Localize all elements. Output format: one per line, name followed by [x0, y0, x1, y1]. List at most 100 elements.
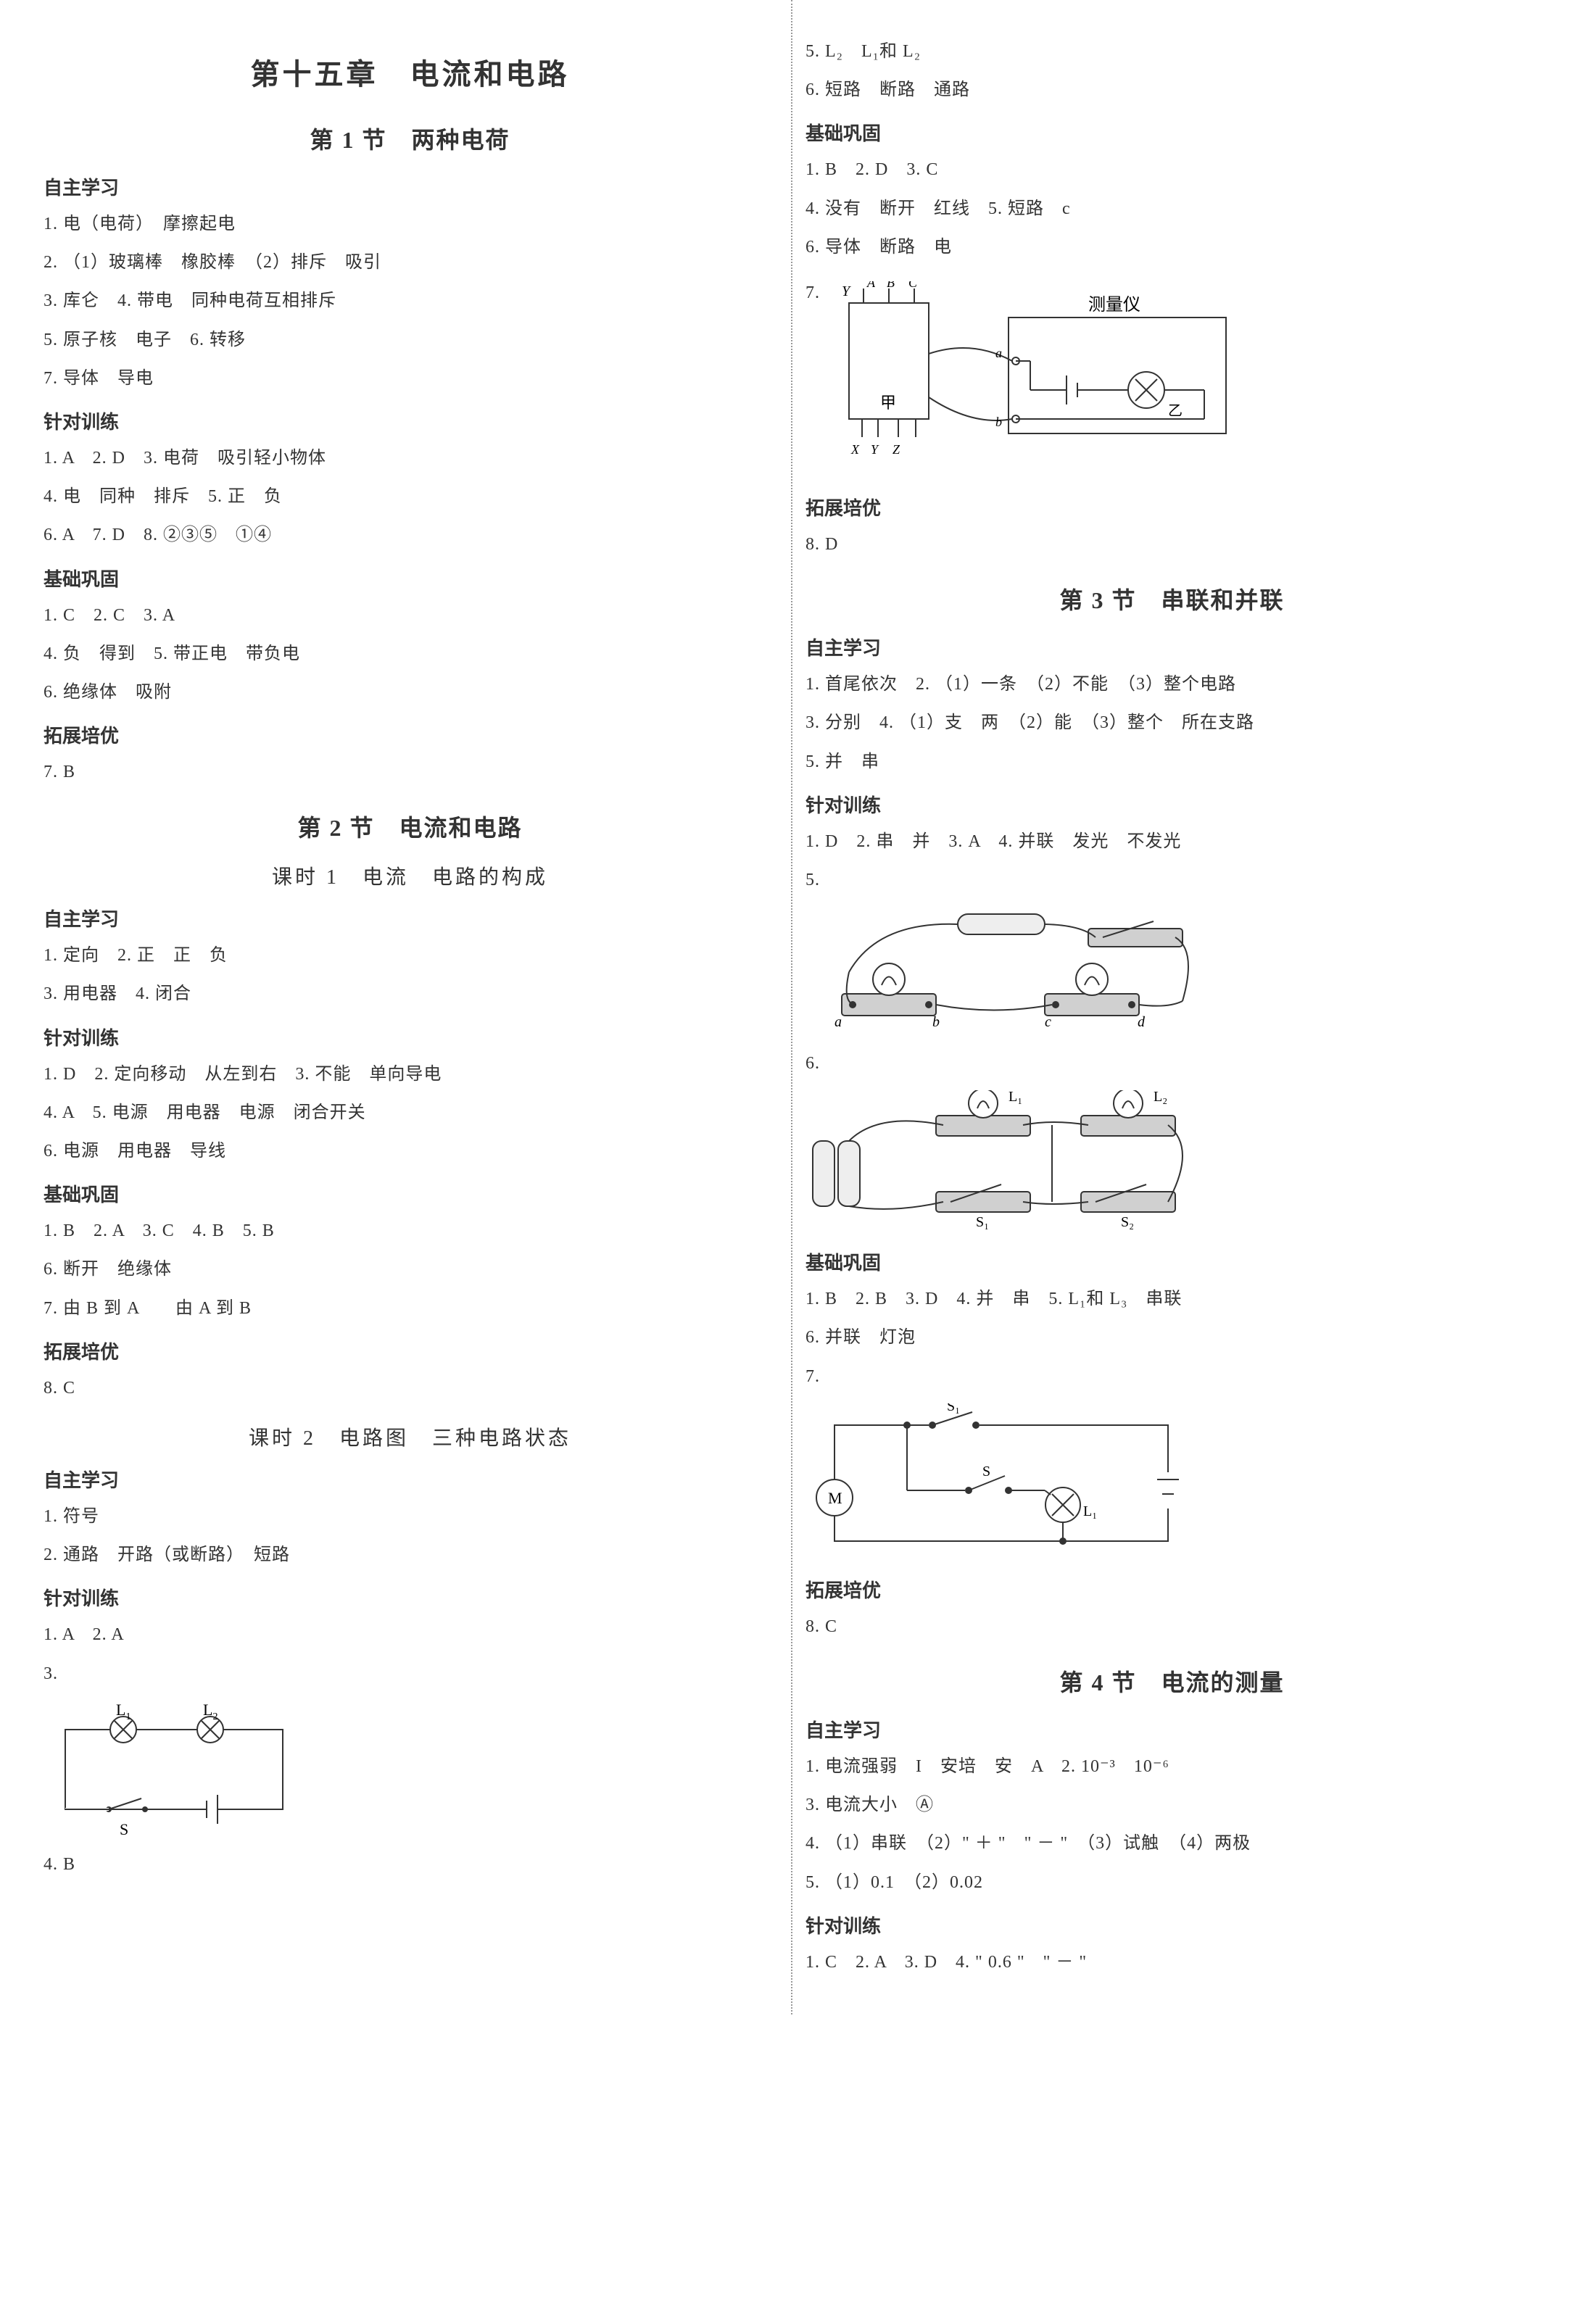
text-line: 2. 通路 开路（或断路） 短路	[44, 1540, 776, 1571]
column-divider	[791, 0, 792, 2014]
svg-text:B: B	[887, 281, 895, 290]
section-2-title: 第 2 节 电流和电路	[44, 810, 776, 843]
svg-text:C: C	[908, 281, 918, 290]
svg-text:a: a	[835, 1014, 842, 1030]
zizhu-heading: 自主学习	[44, 905, 776, 931]
svg-text:c: c	[1045, 1014, 1051, 1030]
text-line: 1. 定向 2. 正 正 负	[44, 940, 776, 971]
text-line: 7. B	[44, 757, 776, 788]
text-line: 3.	[44, 1659, 776, 1690]
text-line: 1. B 2. B 3. D 4. 并 串 5. L₁和 L₃ 串联	[806, 1284, 1538, 1315]
text-line: 3. 电流大小 Ⓐ	[806, 1790, 1538, 1821]
svg-text:测量仪: 测量仪	[1088, 295, 1140, 315]
right-column: 5. L₂ L₁和 L₂ 6. 短路 断路 通路 基础巩固 1. B 2. D …	[806, 29, 1538, 1985]
text-line: 4. B	[44, 1849, 776, 1880]
svg-text:b: b	[932, 1014, 940, 1030]
svg-text:S₂: S₂	[1121, 1214, 1134, 1230]
svg-text:L₁: L₁	[1083, 1503, 1097, 1519]
circuit-diagram-q7b: S₁ S M L₁	[806, 1403, 1197, 1563]
circuit-illustration-q6: L₁ L₂ S₁ S₂	[806, 1090, 1212, 1235]
section-1-title: 第 1 节 两种电荷	[44, 122, 776, 155]
zhendui-heading: 针对训练	[44, 1584, 776, 1611]
page-container: 第十五章 电流和电路 第 1 节 两种电荷 自主学习 1. 电（电荷） 摩擦起电…	[44, 29, 1538, 1985]
tuozhan-heading: 拓展培优	[806, 1576, 1538, 1603]
svg-text:a: a	[995, 346, 1002, 360]
circuit-illustration-q5: a b c d	[806, 907, 1212, 1037]
svg-text:S: S	[120, 1820, 128, 1838]
zhendui-heading: 针对训练	[44, 407, 776, 434]
tuozhan-heading: 拓展培优	[44, 1337, 776, 1364]
svg-text:Z: Z	[893, 442, 900, 457]
svg-text:A: A	[866, 281, 876, 290]
text-line: 5. L₂ L₁和 L₂	[806, 36, 1538, 67]
svg-text:b: b	[995, 415, 1002, 429]
jichu-heading: 基础巩固	[806, 119, 1538, 146]
lesson-1-title: 课时 1 电流 电路的构成	[44, 861, 776, 890]
text-line: 1. D 2. 定向移动 从左到右 3. 不能 单向导电	[44, 1059, 776, 1090]
svg-text:S₁: S₁	[947, 1403, 960, 1414]
text-line: 3. 用电器 4. 闭合	[44, 979, 776, 1010]
text-line: 1. A 2. A	[44, 1619, 776, 1651]
svg-text:S₁: S₁	[976, 1214, 989, 1230]
svg-text:甲: 甲	[880, 394, 896, 412]
text-line: 3. 分别 4. （1）支 两 （2）能 （3）整个 所在支路	[806, 707, 1538, 739]
text-line: 1. 电（电荷） 摩擦起电	[44, 209, 776, 240]
tuozhan-heading: 拓展培优	[806, 494, 1538, 520]
section-3-title: 第 3 节 串联和并联	[806, 582, 1538, 615]
text-line: 6. A 7. D 8. ②③⑤ ①④	[44, 520, 776, 551]
text-line: 4. 没有 断开 红线 5. 短路 c	[806, 194, 1538, 225]
svg-text:L₁: L₁	[1009, 1090, 1022, 1105]
text-line: 6. 断开 绝缘体	[44, 1254, 776, 1285]
svg-text:X: X	[850, 442, 860, 457]
tuozhan-heading: 拓展培优	[44, 721, 776, 748]
text-line: 3. 库仑 4. 带电 同种电荷互相排斥	[44, 286, 776, 317]
text-line: 6.	[806, 1048, 1538, 1079]
lesson-2-title: 课时 2 电路图 三种电路状态	[44, 1422, 776, 1451]
text-line: 7. 导体 导电	[44, 363, 776, 394]
circuit-diagram-q7: Y A B C 甲 X Y Z a b 测量仪 乙	[827, 281, 1248, 470]
zhendui-heading: 针对训练	[44, 1024, 776, 1050]
text-line: 1. A 2. D 3. 电荷 吸引轻小物体	[44, 443, 776, 474]
text-line: 8. C	[44, 1373, 776, 1404]
chapter-title: 第十五章 电流和电路	[44, 51, 776, 93]
text-line: 2. （1）玻璃棒 橡胶棒 （2）排斥 吸引	[44, 247, 776, 278]
text-line: 4. 电 同种 排斥 5. 正 负	[44, 481, 776, 512]
svg-text:Y: Y	[842, 283, 851, 299]
circuit-diagram-q3: L1 L2 S	[44, 1701, 305, 1838]
text-line: 4. （1）串联 （2）" ＋ " " － " （3）试触 （4）两极	[806, 1828, 1538, 1859]
svg-text:L₂: L₂	[1154, 1090, 1167, 1105]
svg-text:Y: Y	[871, 442, 879, 457]
jichu-heading: 基础巩固	[44, 565, 776, 592]
zizhu-heading: 自主学习	[44, 173, 776, 200]
text-line: 6. 绝缘体 吸附	[44, 677, 776, 708]
text-line: 6. 电源 用电器 导线	[44, 1136, 776, 1167]
text-line: 1. 首尾依次 2. （1）一条 （2）不能 （3）整个电路	[806, 669, 1538, 700]
section-4-title: 第 4 节 电流的测量	[806, 1664, 1538, 1698]
text-line: 1. B 2. A 3. C 4. B 5. B	[44, 1216, 776, 1247]
text-line: 1. 符号	[44, 1501, 776, 1532]
jichu-heading: 基础巩固	[806, 1248, 1538, 1275]
text-line: 7. 由 B 到 A 由 A 到 B	[44, 1293, 776, 1324]
q7-label: 7.	[806, 278, 820, 309]
left-column: 第十五章 电流和电路 第 1 节 两种电荷 自主学习 1. 电（电荷） 摩擦起电…	[44, 29, 776, 1985]
svg-text:d: d	[1138, 1014, 1146, 1030]
text-line: 1. D 2. 串 并 3. A 4. 并联 发光 不发光	[806, 826, 1538, 858]
text-line: 5. （1）0.1 （2）0.02	[806, 1867, 1538, 1898]
zhendui-heading: 针对训练	[806, 791, 1538, 818]
zizhu-heading: 自主学习	[806, 634, 1538, 660]
svg-text:M: M	[828, 1489, 842, 1507]
svg-text:S: S	[982, 1464, 990, 1480]
text-line: 4. 负 得到 5. 带正电 带负电	[44, 639, 776, 670]
text-line: 1. B 2. D 3. C	[806, 154, 1538, 186]
text-line: 8. C	[806, 1611, 1538, 1643]
zizhu-heading: 自主学习	[44, 1466, 776, 1493]
text-line: 1. C 2. C 3. A	[44, 600, 776, 631]
text-line: 5. 并 串	[806, 747, 1538, 778]
text-line: 1. C 2. A 3. D 4. " 0.6 " " － "	[806, 1947, 1538, 1978]
svg-text:乙: 乙	[1168, 403, 1183, 419]
text-line: 7.	[806, 1361, 1538, 1393]
text-line: 6. 导体 断路 电	[806, 232, 1538, 263]
text-line: 1. 电流强弱 I 安培 安 A 2. 10⁻³ 10⁻⁶	[806, 1751, 1538, 1783]
text-line: 5.	[806, 865, 1538, 896]
text-line: 5. 原子核 电子 6. 转移	[44, 325, 776, 356]
